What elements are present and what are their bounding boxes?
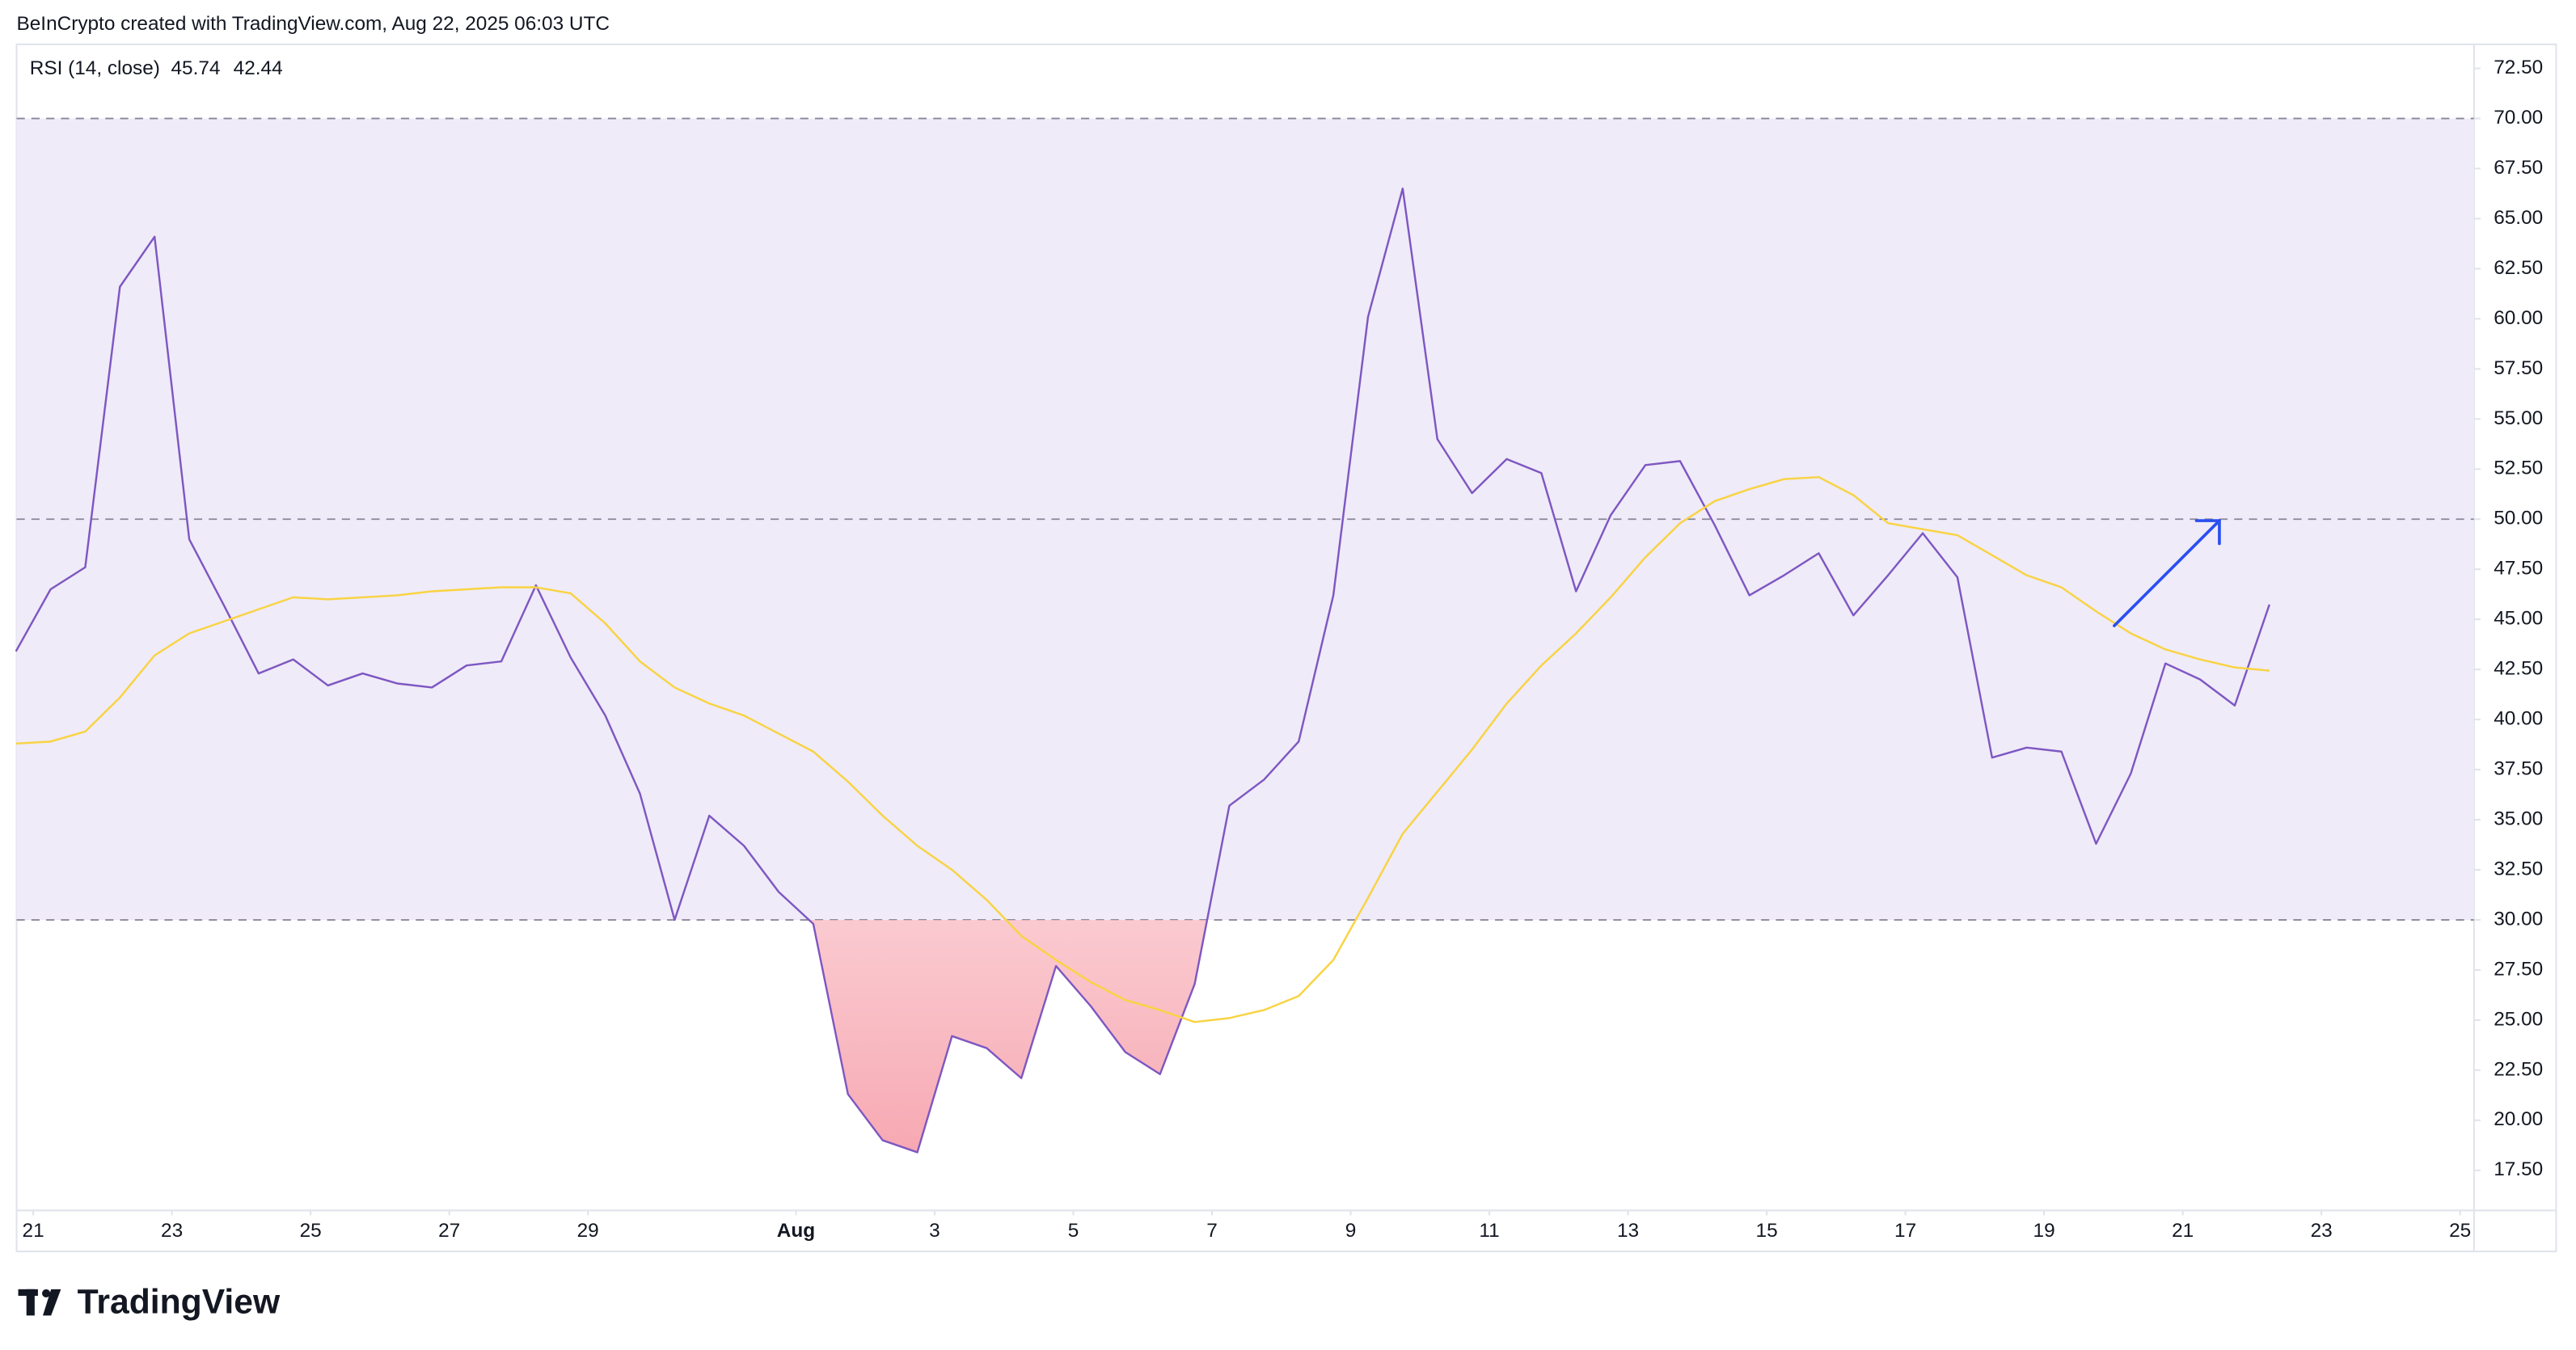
x-tick-label: 25 <box>2449 1220 2471 1242</box>
y-tick-label: 37.50 <box>2494 757 2543 779</box>
y-tick-label: 30.00 <box>2494 908 2543 930</box>
y-tick-label: 65.00 <box>2494 207 2543 229</box>
y-tick-label: 27.50 <box>2494 958 2543 980</box>
logo-text: TradingView <box>78 1282 281 1321</box>
series-line <box>15 475 2270 1023</box>
x-tick-label: 23 <box>2311 1220 2333 1242</box>
y-tick-label: 20.00 <box>2494 1108 2543 1130</box>
x-tick-label: 21 <box>23 1220 44 1242</box>
x-tick-label: 15 <box>1756 1220 1778 1242</box>
y-tick-label: 25.00 <box>2494 1008 2543 1030</box>
y-tick-label: 57.50 <box>2494 357 2543 379</box>
y-tick-label: 67.50 <box>2494 157 2543 179</box>
x-tick-label: 11 <box>1479 1220 1499 1242</box>
y-tick-label: 62.50 <box>2494 257 2543 279</box>
y-tick-label: 47.50 <box>2494 558 2543 580</box>
x-tick-label: 5 <box>1068 1220 1079 1242</box>
x-tick-label: 9 <box>1345 1220 1357 1242</box>
y-tick-label: 55.00 <box>2494 407 2543 429</box>
annotation-arrow <box>2113 519 2221 627</box>
y-tick-label: 17.50 <box>2494 1158 2543 1180</box>
legend-value: 42.44 <box>234 57 283 79</box>
y-tick-label: 32.50 <box>2494 858 2543 880</box>
y-tick-label: 42.50 <box>2494 658 2543 680</box>
x-tick-label: 29 <box>577 1220 599 1242</box>
x-tick-label: 25 <box>300 1220 322 1242</box>
series-line <box>15 188 2270 1154</box>
x-tick-label: 27 <box>438 1220 460 1242</box>
header-text: BeInCrypto created with TradingView.com,… <box>17 13 610 35</box>
x-tick-label: 23 <box>161 1220 183 1242</box>
y-tick-label: 50.00 <box>2494 508 2543 529</box>
y-tick-label: 35.00 <box>2494 808 2543 829</box>
y-tick-label: 52.50 <box>2494 458 2543 479</box>
y-tick-label: 22.50 <box>2494 1058 2543 1080</box>
x-tick-label: 17 <box>1894 1220 1916 1242</box>
x-tick-label: 13 <box>1617 1220 1639 1242</box>
y-tick-label: 40.00 <box>2494 708 2543 730</box>
x-tick-label: Aug <box>777 1220 815 1242</box>
y-tick-label: 60.00 <box>2494 307 2543 329</box>
legend-title: RSI (14, close) <box>30 57 160 79</box>
x-tick-label: 21 <box>2172 1220 2194 1242</box>
logo-icon <box>18 1289 61 1316</box>
oversold-area <box>16 919 2270 1153</box>
y-tick-label: 45.00 <box>2494 608 2543 630</box>
legend-value: 45.74 <box>171 57 220 79</box>
y-tick-label: 72.50 <box>2494 57 2543 78</box>
x-tick-label: 3 <box>929 1220 940 1242</box>
y-tick-label: 70.00 <box>2494 107 2543 129</box>
x-tick-label: 19 <box>2033 1220 2055 1242</box>
x-tick-label: 7 <box>1206 1220 1218 1242</box>
